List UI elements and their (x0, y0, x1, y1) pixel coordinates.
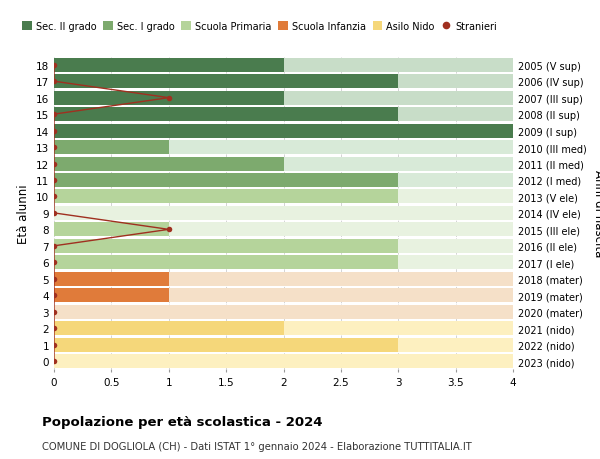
Bar (54, 207, 513, 220)
Bar (54, 91, 284, 106)
Bar (54, 223, 169, 237)
Bar (54, 174, 513, 188)
Bar (54, 157, 513, 171)
Bar (54, 338, 398, 352)
Bar (54, 256, 513, 270)
Bar (54, 174, 398, 188)
Bar (54, 91, 513, 106)
Bar (54, 190, 398, 204)
Bar (54, 289, 513, 302)
Bar (54, 141, 513, 155)
Text: Popolazione per età scolastica - 2024: Popolazione per età scolastica - 2024 (42, 415, 323, 428)
Y-axis label: Età alunni: Età alunni (17, 184, 31, 243)
Bar (54, 289, 169, 302)
Bar (54, 59, 513, 73)
Bar (54, 157, 284, 171)
Bar (54, 108, 398, 122)
Bar (54, 305, 513, 319)
Bar (54, 272, 513, 286)
Bar (54, 223, 513, 237)
Text: COMUNE DI DOGLIOLA (CH) - Dati ISTAT 1° gennaio 2024 - Elaborazione TUTTITALIA.I: COMUNE DI DOGLIOLA (CH) - Dati ISTAT 1° … (42, 441, 472, 451)
Bar (54, 338, 513, 352)
Bar (54, 59, 284, 73)
Bar (54, 239, 398, 253)
Bar (54, 75, 398, 89)
Bar (54, 354, 513, 368)
Legend: Sec. II grado, Sec. I grado, Scuola Primaria, Scuola Infanzia, Asilo Nido, Stran: Sec. II grado, Sec. I grado, Scuola Prim… (22, 22, 497, 32)
Bar (54, 272, 169, 286)
Bar (54, 190, 513, 204)
Bar (54, 75, 513, 89)
Bar (54, 321, 284, 336)
Bar (54, 239, 513, 253)
Bar (54, 124, 513, 138)
Bar (54, 321, 513, 336)
Bar (54, 108, 513, 122)
Bar (54, 256, 398, 270)
Bar (54, 141, 169, 155)
Y-axis label: Anni di nascita: Anni di nascita (592, 170, 600, 257)
Bar (54, 124, 513, 138)
